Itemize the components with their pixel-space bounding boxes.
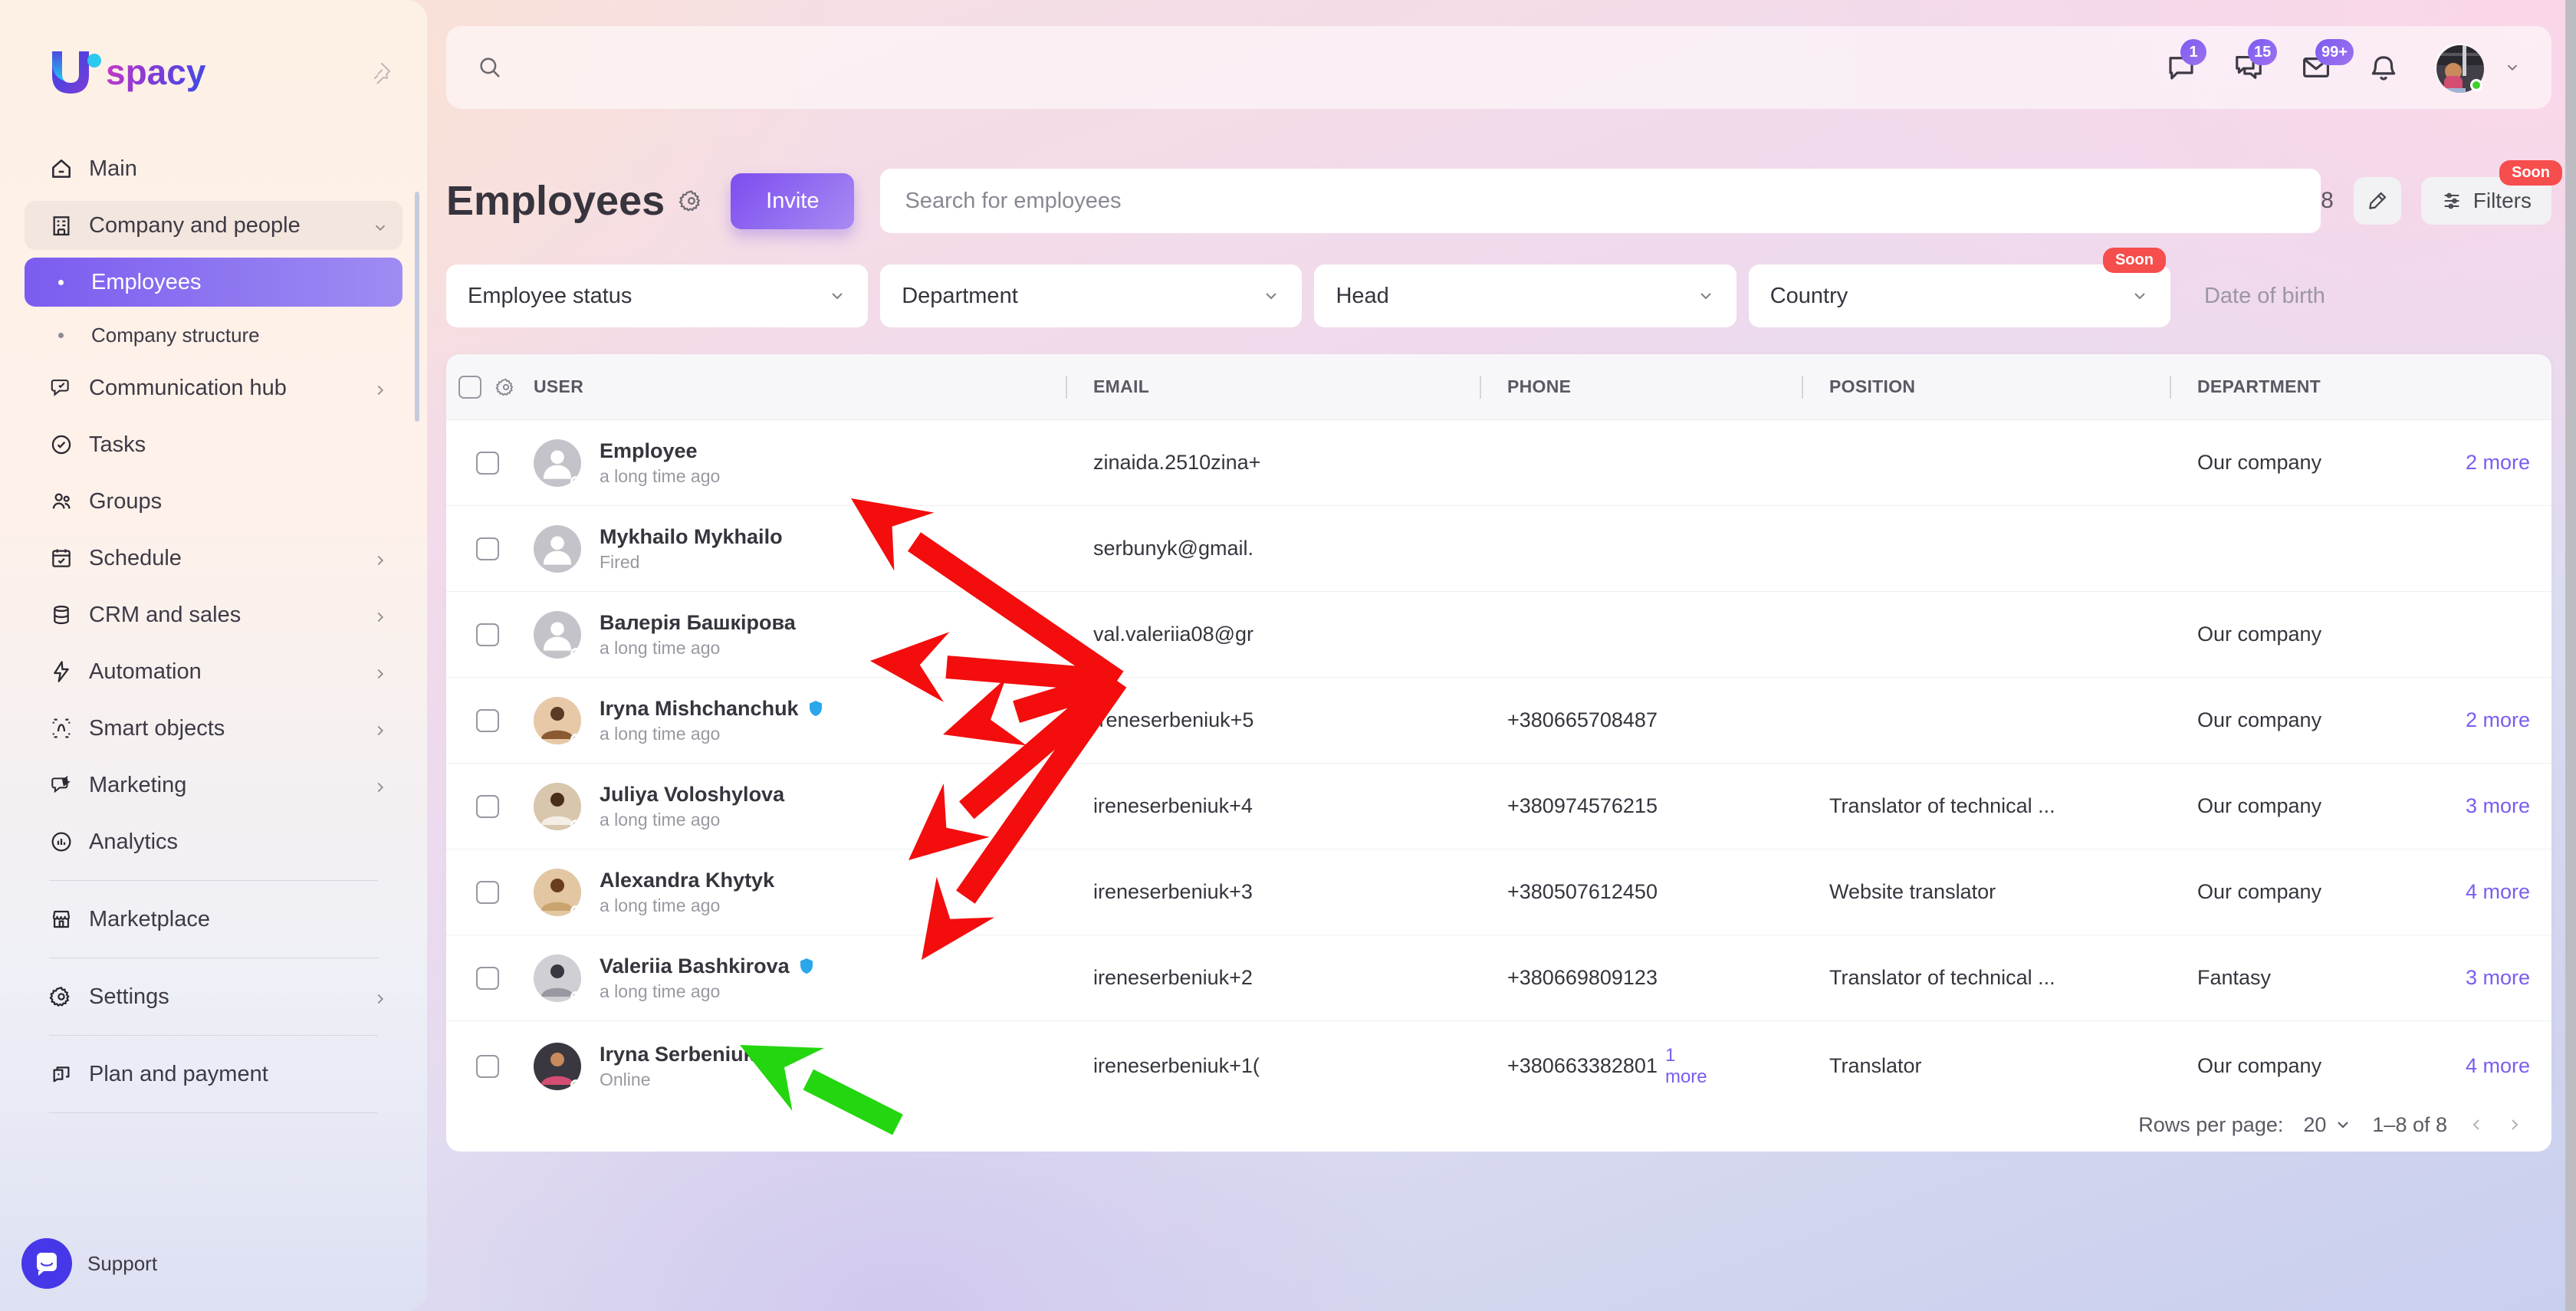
svg-text:spacy: spacy [106,52,206,92]
